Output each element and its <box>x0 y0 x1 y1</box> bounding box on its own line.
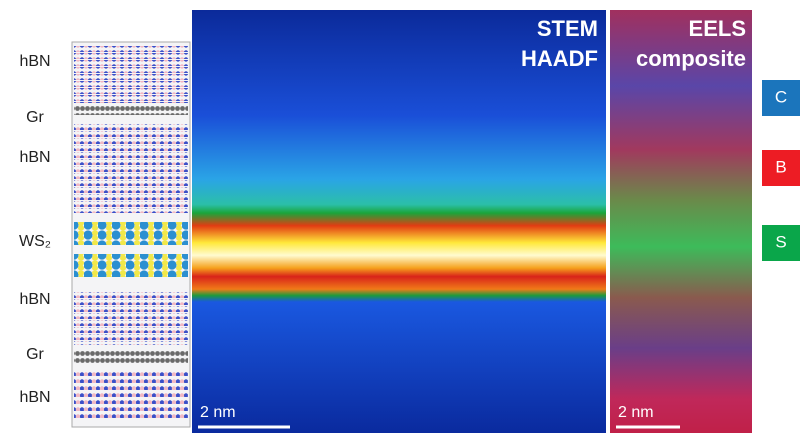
atom-layer <box>74 166 188 172</box>
atom-layer <box>74 74 188 80</box>
atom-layer <box>74 306 188 312</box>
atom-layer <box>74 292 188 298</box>
atom-layer <box>74 67 188 73</box>
atom-layer <box>74 313 188 319</box>
atom-layer <box>74 187 188 193</box>
atom-layer <box>74 81 188 87</box>
atom-layer <box>74 138 188 144</box>
element-label: S <box>775 232 786 251</box>
atom-layer <box>74 46 188 52</box>
atom-layer <box>74 370 188 376</box>
element-label: C <box>775 87 787 106</box>
atom-layer <box>74 53 188 59</box>
atom-layer <box>74 131 188 137</box>
atom-layer <box>74 419 188 421</box>
atom-layer <box>74 201 188 207</box>
atom-layer <box>74 384 188 390</box>
atom-layer <box>74 327 188 333</box>
atom-layer <box>74 320 188 326</box>
atom-layer <box>74 180 188 186</box>
atom-layer <box>74 60 188 66</box>
atom-layer <box>74 88 188 94</box>
atom-layer <box>74 194 188 200</box>
element-box <box>762 80 800 116</box>
layer-label: hBN <box>19 149 50 166</box>
atom-layer <box>74 102 188 103</box>
atom-layer <box>74 208 188 213</box>
layer-label: Gr <box>26 346 44 363</box>
element-box <box>762 225 800 261</box>
element-label: B <box>775 157 786 176</box>
layer-label: WS₂ <box>19 233 51 250</box>
layer-label: hBN <box>19 389 50 406</box>
atom-layer <box>74 254 188 277</box>
atom-layer <box>74 145 188 151</box>
atom-layer <box>74 377 188 383</box>
atom-layer <box>74 334 188 340</box>
scale-bar-label: 2 nm <box>200 404 236 421</box>
layer-label: Gr <box>26 109 44 126</box>
atom-layer <box>74 159 188 165</box>
atom-layer <box>74 152 188 158</box>
scale-bar-label: 2 nm <box>618 404 654 421</box>
atom-layer <box>74 299 188 305</box>
layer-label: hBN <box>19 53 50 70</box>
layer-label: hBN <box>19 291 50 308</box>
atom-layer <box>74 391 188 397</box>
atom-layer <box>74 398 188 404</box>
atom-layer <box>74 405 188 411</box>
atom-layer <box>74 106 188 115</box>
atom-layer <box>74 222 188 245</box>
atom-layer <box>74 173 188 179</box>
element-box <box>762 150 800 186</box>
stem-image <box>192 10 606 433</box>
atom-layer <box>74 341 188 345</box>
atom-layer <box>74 350 188 363</box>
atom-layer <box>74 412 188 418</box>
panel-title: EELS <box>689 16 746 41</box>
eels-image <box>610 10 752 433</box>
panel-title: STEM <box>537 16 598 41</box>
atom-layer <box>74 124 188 130</box>
panel-title: HAADF <box>521 46 598 71</box>
atom-layer <box>74 95 188 101</box>
panel-title: composite <box>636 46 746 71</box>
